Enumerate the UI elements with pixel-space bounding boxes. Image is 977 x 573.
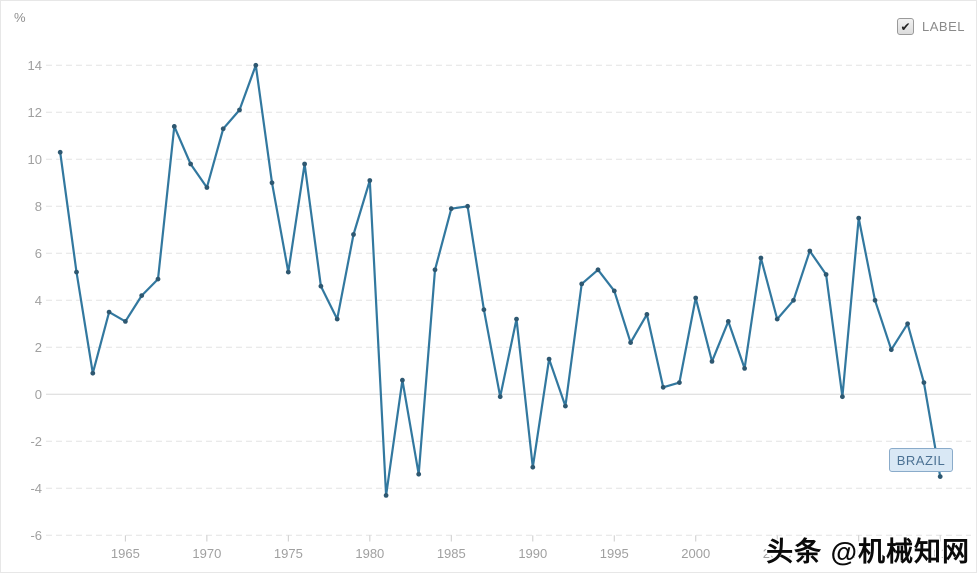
label-toggle[interactable]: ✔ LABEL — [897, 18, 965, 35]
data-point[interactable] — [123, 319, 128, 324]
data-point[interactable] — [465, 203, 470, 209]
x-axis-tick-label: 1965 — [111, 546, 140, 561]
data-point[interactable] — [546, 356, 552, 362]
x-axis-tick-label: 1990 — [518, 546, 547, 561]
y-axis-tick-label: 14 — [28, 58, 42, 73]
data-point[interactable] — [921, 380, 927, 385]
data-point[interactable] — [563, 403, 568, 409]
data-point[interactable] — [725, 319, 731, 324]
data-point[interactable] — [758, 255, 764, 261]
data-point[interactable] — [611, 288, 617, 294]
data-point[interactable] — [579, 281, 585, 287]
data-point[interactable] — [514, 316, 519, 322]
data-point[interactable] — [448, 206, 454, 212]
data-point[interactable] — [334, 316, 340, 322]
x-axis-tick-label: 1980 — [355, 546, 384, 561]
data-point[interactable] — [400, 377, 405, 383]
y-axis-tick-label: -6 — [30, 528, 42, 543]
data-point[interactable] — [872, 297, 878, 303]
data-point[interactable] — [774, 316, 780, 322]
data-point[interactable] — [856, 215, 862, 221]
data-point[interactable] — [106, 309, 112, 315]
y-axis-tick-label: 2 — [35, 340, 42, 355]
data-point[interactable] — [204, 185, 210, 190]
data-point[interactable] — [840, 394, 845, 400]
watermark: 头条 @机械知网 — [766, 537, 970, 567]
x-axis-tick-label: 2015 — [926, 546, 955, 561]
data-point[interactable] — [823, 272, 829, 277]
data-point[interactable] — [595, 267, 601, 273]
data-point[interactable] — [318, 283, 324, 289]
data-point[interactable] — [188, 161, 194, 167]
data-point[interactable] — [171, 124, 177, 129]
data-point[interactable] — [432, 267, 438, 273]
y-axis-tick-label: -2 — [30, 434, 42, 449]
data-point[interactable] — [90, 370, 96, 376]
data-point[interactable] — [905, 321, 910, 327]
data-point[interactable] — [416, 471, 422, 477]
x-axis-tick-label: 1985 — [437, 546, 466, 561]
data-point[interactable] — [530, 464, 536, 470]
data-point[interactable] — [497, 394, 503, 400]
data-point[interactable] — [888, 347, 894, 353]
y-axis-unit-label: % — [14, 10, 26, 25]
data-point[interactable] — [677, 380, 682, 385]
data-point[interactable] — [367, 178, 373, 183]
checkbox-checked-icon[interactable]: ✔ — [897, 18, 915, 35]
data-point[interactable] — [139, 293, 145, 298]
data-point[interactable] — [383, 493, 389, 498]
x-axis-tick-label: 2010 — [844, 546, 873, 561]
y-axis-tick-label: 8 — [35, 199, 42, 214]
series-flag-brazil[interactable]: BRAZIL — [889, 448, 953, 472]
data-point[interactable] — [709, 359, 715, 364]
data-point[interactable] — [57, 149, 63, 155]
data-point[interactable] — [628, 340, 633, 345]
data-point[interactable] — [644, 312, 650, 317]
data-point[interactable] — [220, 126, 226, 132]
label-toggle-text: LABEL — [922, 19, 965, 34]
x-axis-tick-label: 2005 — [763, 546, 792, 561]
data-point[interactable] — [807, 248, 813, 254]
y-axis-tick-label: 4 — [35, 293, 42, 308]
data-point[interactable] — [237, 107, 242, 113]
y-axis-tick-label: -4 — [30, 481, 42, 496]
y-axis-tick-label: 0 — [35, 387, 42, 402]
data-point[interactable] — [351, 232, 356, 237]
x-axis-tick-label: 1970 — [192, 546, 221, 561]
x-axis-tick-label: 1995 — [600, 546, 629, 561]
data-point[interactable] — [481, 307, 487, 313]
y-axis-tick-label: 10 — [28, 152, 42, 167]
data-point[interactable] — [302, 161, 307, 167]
data-point[interactable] — [269, 180, 275, 186]
data-point[interactable] — [660, 384, 666, 390]
data-point[interactable] — [74, 269, 79, 275]
y-axis-tick-label: 12 — [28, 105, 42, 120]
x-axis-tick-label: 1975 — [274, 546, 303, 561]
data-point[interactable] — [791, 297, 796, 303]
data-point[interactable] — [285, 269, 291, 275]
data-point[interactable] — [742, 366, 747, 371]
x-axis-tick-label: 2000 — [681, 546, 710, 561]
y-axis-tick-label: 6 — [35, 246, 42, 261]
data-point[interactable] — [693, 295, 699, 301]
data-point[interactable] — [937, 474, 943, 479]
data-point[interactable] — [155, 276, 161, 282]
data-point[interactable] — [253, 62, 259, 68]
series-line-brazil — [59, 64, 942, 497]
